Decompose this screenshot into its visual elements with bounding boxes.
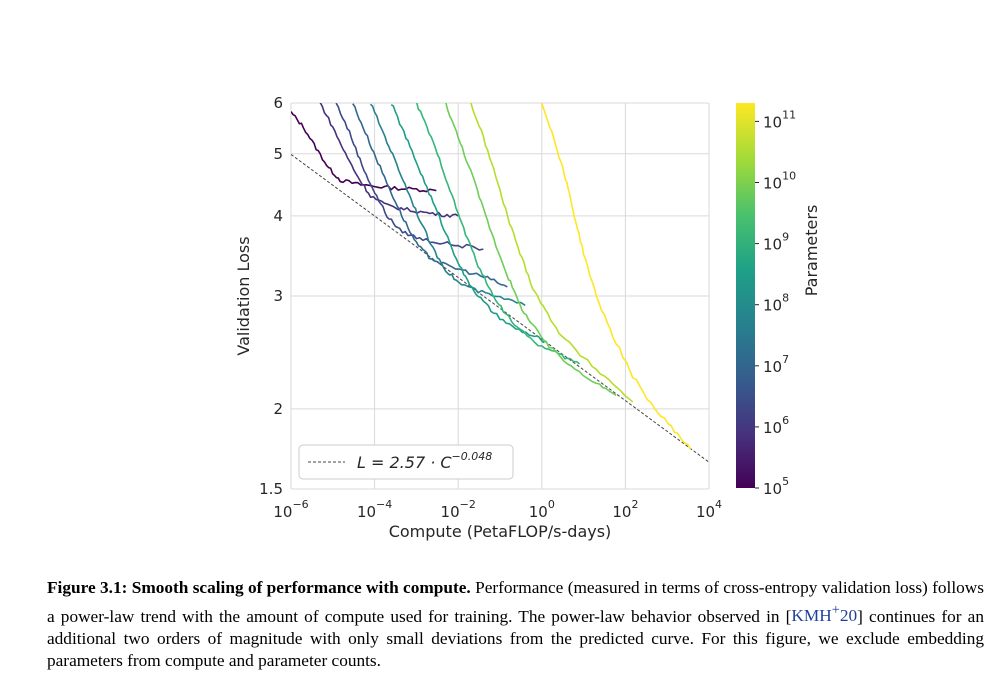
loss-curve-series [541,103,692,450]
x-tick-label: 100 [529,498,555,521]
y-axis-label: Validation Loss [234,236,253,355]
figure-caption: Figure 3.1: Smooth scaling of performanc… [47,577,984,673]
legend-box [298,444,514,480]
axes: 10−6 10−4 10−2 100 102 104 1.5 2 3 4 5 6 Compute (Pe… [234,94,722,541]
scaling-figure: 10−6 10−4 10−2 100 102 104 1.5 2 3 4 5 6 Compute (Pe… [234,94,821,541]
colorbar-tick-label: 108 [763,292,789,315]
colorbar-label: Parameters [802,205,821,297]
caption-text-before: Performance (measured in terms of cross-… [47,578,984,626]
loss-curve-series [390,103,546,344]
y-tick-label: 2 [273,400,283,418]
x-axis-label: Compute (PetaFLOP/s-days) [389,522,612,541]
caption-text-after: ] continues for an additional two orders… [47,606,984,671]
x-tick-label: 104 [696,498,722,521]
colorbar-tick-label: 106 [763,414,789,437]
x-tick-label: 10−4 [357,498,392,521]
colorbar-gradient [736,103,755,488]
colorbar-tick-label: 107 [763,353,789,376]
y-tick-label: 5 [273,145,283,163]
y-tick-label: 6 [273,94,283,112]
citation-sup: + [831,602,840,619]
caption-title: Smooth scaling of performance with compu… [131,578,471,597]
legend: L = 2.57 · C−0.048 [298,444,514,480]
x-tick-label: 102 [612,498,638,521]
y-tick-label: 3 [273,287,283,305]
x-tick-label: 10−2 [441,498,476,521]
caption-label: Figure 3.1: [47,578,128,597]
loss-curve-series [369,103,526,307]
x-tick-label: 10−6 [273,498,308,521]
colorbar-tick-label: 1011 [763,108,796,131]
loss-curve-series [416,103,581,365]
grid-lines [290,102,710,490]
plot-area [291,103,709,463]
loss-curve-series [470,103,634,403]
colorbar-tick-label: 109 [763,231,789,254]
colorbar-tick-label: 105 [763,475,789,498]
citation-link[interactable]: KMH+20 [791,602,858,626]
y-tick-label: 1.5 [259,480,283,498]
loss-curve-series [335,103,484,251]
citation-base: KMH [791,606,832,626]
legend-label: L = 2.57 · C−0.048 [357,450,492,472]
y-tick-label: 4 [273,207,283,225]
colorbar: 105 106 107 108 109 1010 1011 Parameters [736,103,821,498]
fit-line [291,154,709,463]
loss-curve-series [445,103,617,396]
colorbar-tick-label: 1010 [763,169,796,192]
loss-curve-series [291,111,437,193]
citation-year: 20 [839,606,858,626]
loss-curve-series [352,103,508,288]
